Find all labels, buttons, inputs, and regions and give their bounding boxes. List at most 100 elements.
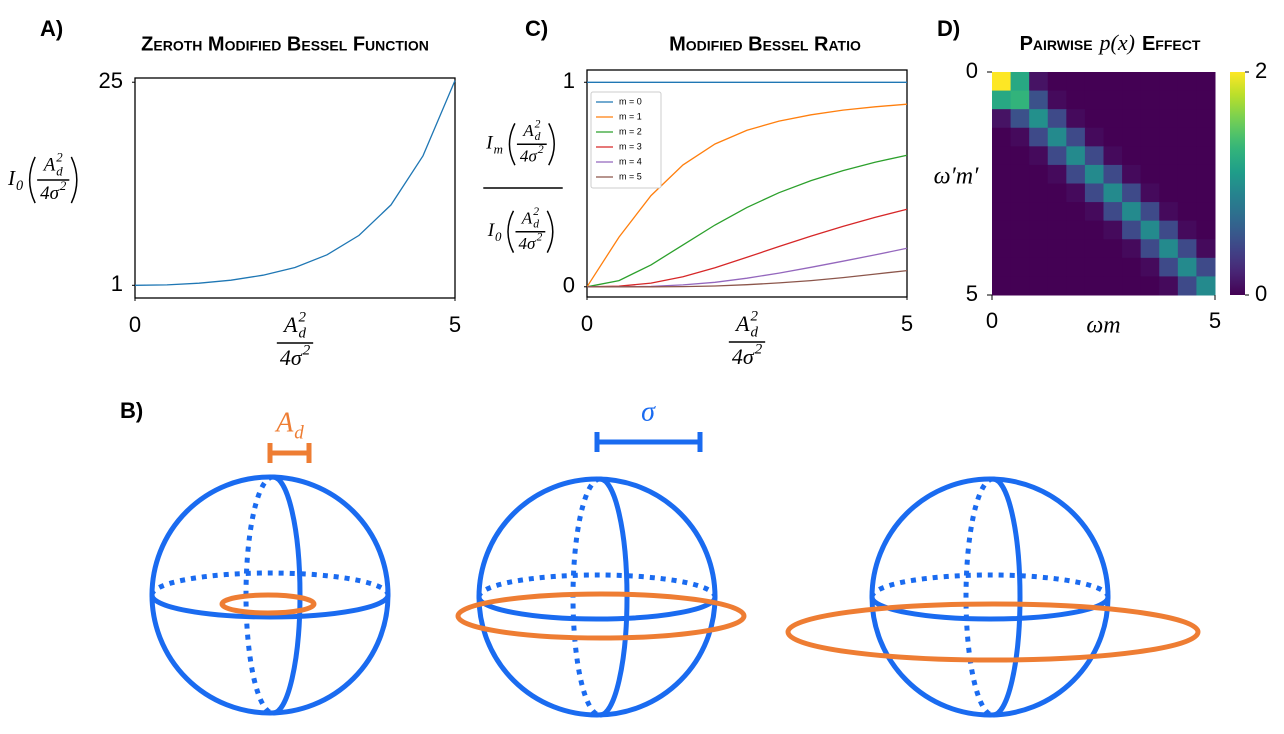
math-base: 4σ [520, 147, 538, 166]
heatmap-cell [1140, 276, 1160, 296]
math-sup: 2 [56, 150, 63, 164]
heatmap-cell [1177, 72, 1197, 92]
math-term: 4σ 2 [520, 143, 544, 165]
title-word: Effect [1142, 33, 1201, 55]
x-tick-label: 0 [129, 312, 141, 337]
series-line [587, 247, 908, 288]
heatmap-cell [1010, 239, 1030, 259]
panel-label: B) [120, 398, 143, 423]
heatmap-cell [1029, 220, 1049, 240]
heatmap-cell [1177, 127, 1197, 147]
heatmap-cell [1029, 276, 1049, 296]
math-sub: 0 [16, 178, 23, 194]
heatmap-cell [1084, 127, 1104, 147]
math-term: A 2d [42, 150, 64, 178]
legend-label: m = 5 [619, 171, 642, 181]
heatmap-cell [1066, 202, 1086, 222]
math-sup: 2 [536, 231, 542, 244]
math-base: I [485, 133, 494, 154]
heatmap-cell [1029, 257, 1049, 277]
chart-title: Zeroth Modified Bessel Function [141, 33, 429, 55]
math-term: A 2d [734, 308, 758, 340]
heatmap-cell [992, 164, 1012, 184]
heatmap-cell [1084, 164, 1104, 184]
heatmap-cell [1159, 164, 1179, 184]
math-sup: 2 [533, 205, 539, 218]
heatmap-cell [1066, 72, 1086, 92]
heatmap-cell [1140, 90, 1160, 110]
x-tick-label: 0 [986, 308, 998, 333]
heatmap-cell [1084, 239, 1104, 259]
math-base: 4σ [280, 345, 303, 370]
heatmap-cell [1159, 276, 1179, 296]
heatmap-cell [1177, 257, 1197, 277]
scale-bar-amplitude [267, 443, 312, 463]
title-math: p(x) [1098, 30, 1135, 55]
heatmap-cell [1066, 220, 1086, 240]
heatmap-cell [992, 72, 1012, 92]
heatmap-cell [1103, 164, 1123, 184]
x-tick-label: 5 [901, 311, 913, 336]
legend-label: m = 4 [619, 156, 642, 166]
math-term: 4σ 2 [518, 231, 542, 253]
x-tick-label: 5 [1209, 308, 1221, 333]
heatmap-cell [1159, 220, 1179, 240]
heatmap-cell [1122, 257, 1142, 277]
heatmap-cell [1103, 90, 1123, 110]
heatmap-cell [1047, 183, 1067, 203]
math-sup: 2 [755, 341, 763, 357]
heatmap-cell [1084, 183, 1104, 203]
series-line [586, 103, 908, 288]
heatmap-cell [1103, 276, 1123, 296]
paren [548, 123, 555, 166]
heatmap-cell [1177, 239, 1197, 259]
heatmap-cell [1140, 220, 1160, 240]
math-base: I [7, 166, 16, 190]
colorbar [1230, 72, 1245, 295]
chart-title: Modified Bessel Ratio [669, 33, 861, 55]
heatmap-cell [1029, 72, 1049, 92]
math-sub: d [294, 422, 304, 443]
x-tick-label: 0 [581, 311, 593, 336]
math-sub: d [533, 218, 539, 231]
heatmap-cell [1029, 127, 1049, 147]
heatmap-cell [1084, 90, 1104, 110]
heatmap-cell [1122, 276, 1142, 296]
heatmap-cell [1029, 202, 1049, 222]
x-tick-label: 5 [449, 312, 461, 337]
meridian-back [963, 476, 994, 718]
series-line [587, 269, 908, 288]
heatmap-cell [1066, 276, 1086, 296]
math-sup: 2 [535, 117, 541, 130]
heatmap-cell [1122, 72, 1142, 92]
heatmap-cell [1103, 220, 1123, 240]
heatmap-cell [1103, 72, 1123, 92]
heatmap-cell [1010, 72, 1030, 92]
math-base: A [282, 312, 298, 337]
sphere [455, 476, 747, 718]
heatmap-cell [1159, 109, 1179, 129]
heatmap-cell [1010, 276, 1030, 296]
heatmap-cell [1084, 276, 1104, 296]
heatmap-cell [1066, 90, 1086, 110]
heatmap-cell [1047, 202, 1067, 222]
meridian-front [599, 476, 630, 718]
heatmap-cell [1177, 109, 1197, 129]
legend-label: m = 1 [619, 111, 642, 121]
heatmap-cell [1103, 257, 1123, 277]
heatmap-cell [1047, 146, 1067, 166]
equator-back [869, 572, 1111, 598]
heatmap-cell [1196, 109, 1216, 129]
panel-label: A) [40, 16, 63, 41]
meridian-front [992, 476, 1023, 718]
heatmap-cell [1010, 90, 1030, 110]
heatmap-cell [1047, 276, 1067, 296]
y-tick-label: 25 [99, 68, 123, 93]
heatmap-cell [1196, 183, 1216, 203]
heatmap-cell [1010, 109, 1030, 129]
heatmap-cell [1196, 146, 1216, 166]
